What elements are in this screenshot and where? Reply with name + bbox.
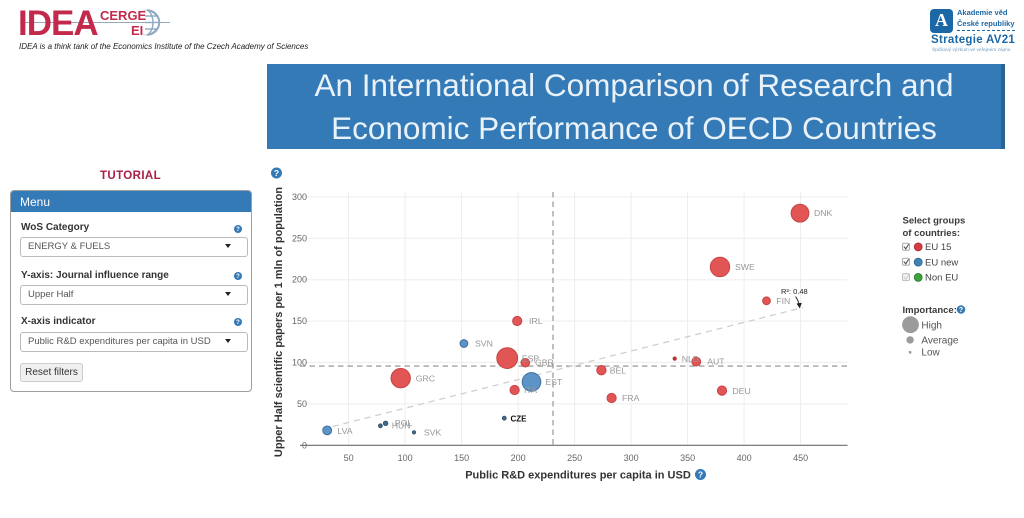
- svg-text:200: 200: [511, 453, 526, 463]
- svg-text:?: ?: [236, 227, 240, 233]
- svg-text:400: 400: [737, 453, 752, 463]
- svg-text:Importance:: Importance:: [903, 305, 957, 316]
- svg-text:Average: Average: [921, 335, 959, 346]
- svg-text:300: 300: [292, 192, 307, 202]
- svg-text:of countries:: of countries:: [903, 228, 961, 239]
- svg-text:GRC: GRC: [416, 374, 435, 384]
- svg-text:100: 100: [292, 358, 307, 368]
- svg-text:NLD: NLD: [682, 354, 699, 364]
- svg-text:Upper Half scientific papers p: Upper Half scientific papers per 1 mln o…: [273, 187, 285, 457]
- svg-text:High: High: [921, 320, 942, 331]
- svg-text:FIN: FIN: [776, 296, 790, 306]
- svg-text:?: ?: [959, 307, 963, 314]
- svg-text:250: 250: [292, 233, 307, 243]
- svg-text:50: 50: [344, 453, 354, 463]
- svg-text:GBR: GBR: [535, 358, 554, 368]
- svg-text:SWE: SWE: [735, 262, 755, 272]
- svg-text:AUT: AUT: [707, 357, 725, 367]
- svg-text:SVN: SVN: [475, 339, 493, 349]
- svg-text:LVA: LVA: [337, 426, 352, 436]
- svg-text:?: ?: [236, 320, 240, 326]
- svg-text:Public R&D expenditures per ca: Public R&D expenditures per capita in US…: [465, 470, 691, 482]
- svg-text:ESP: ESP: [522, 353, 540, 363]
- svg-text:Non EU: Non EU: [925, 273, 958, 284]
- svg-text:50: 50: [297, 399, 307, 409]
- svg-text:250: 250: [567, 453, 582, 463]
- svg-text:EU new: EU new: [925, 257, 958, 268]
- svg-text:DEU: DEU: [732, 386, 750, 396]
- svg-text:200: 200: [292, 275, 307, 285]
- svg-text:Low: Low: [921, 347, 940, 358]
- svg-text:ITA: ITA: [524, 385, 537, 395]
- svg-text:DNK: DNK: [814, 208, 833, 218]
- svg-text:450: 450: [793, 453, 808, 463]
- svg-text:0: 0: [302, 440, 307, 450]
- svg-text:BEL: BEL: [610, 365, 627, 375]
- svg-text:150: 150: [454, 453, 469, 463]
- svg-text:EU 15: EU 15: [925, 242, 951, 253]
- svg-text:R²: 0.48: R²: 0.48: [781, 287, 808, 296]
- svg-text:150: 150: [292, 316, 307, 326]
- svg-text:SVK: SVK: [424, 427, 442, 437]
- svg-text:EST: EST: [545, 377, 563, 387]
- svg-text:?: ?: [698, 470, 703, 480]
- svg-text:350: 350: [680, 453, 695, 463]
- svg-text:?: ?: [274, 168, 279, 178]
- svg-text:100: 100: [398, 453, 413, 463]
- svg-text:POL: POL: [395, 418, 413, 428]
- svg-text:?: ?: [236, 274, 240, 280]
- svg-text:300: 300: [624, 453, 639, 463]
- svg-text:IRL: IRL: [529, 316, 543, 326]
- svg-text:CZE: CZE: [511, 415, 528, 424]
- svg-text:FRA: FRA: [622, 393, 640, 403]
- svg-text:HUN: HUN: [392, 421, 411, 431]
- svg-text:Select groups: Select groups: [903, 216, 966, 227]
